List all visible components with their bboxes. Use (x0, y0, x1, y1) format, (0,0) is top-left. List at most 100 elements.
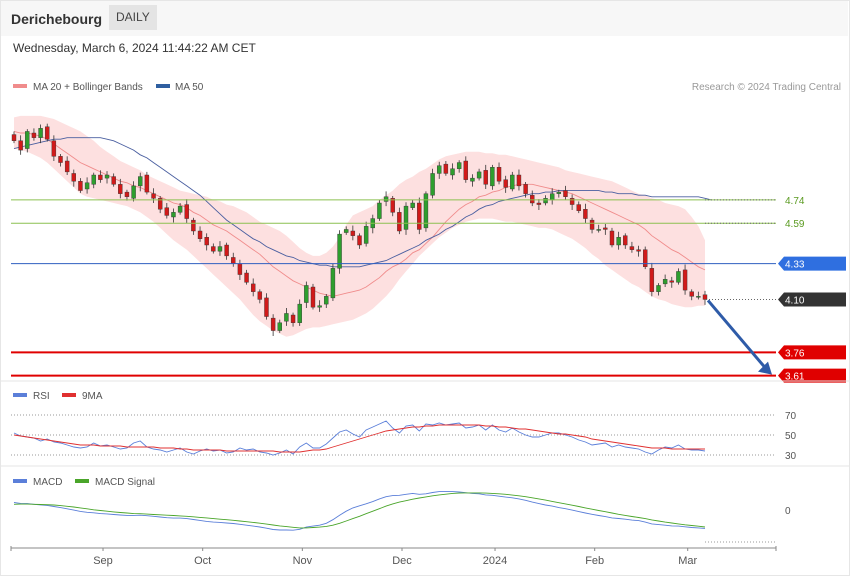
candle-body (310, 286, 316, 308)
candle-body (304, 285, 309, 303)
interval-badge[interactable]: DAILY (109, 5, 157, 30)
support-tag (778, 368, 846, 383)
candle-body (164, 207, 170, 216)
candle-body (476, 171, 482, 179)
support-tag (778, 345, 846, 360)
candle-body (277, 322, 282, 331)
macd-legend-label: MACD (33, 477, 62, 488)
candle-body (84, 182, 90, 190)
candle-body (503, 179, 508, 188)
candle-body (71, 173, 76, 182)
candle-body (337, 233, 342, 269)
pivot-label: 4.33 (785, 260, 805, 271)
instrument-title: Derichebourg (11, 11, 103, 27)
candle-body (217, 246, 223, 252)
candle-body (237, 263, 243, 275)
candle-body (357, 235, 362, 246)
timestamp: Wednesday, March 6, 2024 11:44:22 AM CET (13, 41, 256, 55)
rsi-legend-swatch (13, 393, 27, 397)
candle-body (58, 156, 63, 163)
candle-body (390, 198, 395, 213)
x-axis-tick-label: Nov (293, 555, 313, 567)
candle-body (443, 163, 449, 174)
research-credit: Research © 2024 Trading Central (692, 82, 841, 93)
candle-body (191, 219, 196, 232)
macd-legend: MACD MACD Signal (13, 477, 155, 488)
candle-body (490, 167, 495, 187)
candle-body (18, 140, 23, 151)
candle-body (51, 140, 57, 157)
price-plot-area (11, 115, 712, 337)
candle-body (397, 212, 402, 232)
ma20-line (13, 130, 706, 297)
candle-body (224, 244, 229, 257)
candle-body (104, 174, 110, 179)
candle-body (616, 237, 621, 246)
candle-body (676, 271, 681, 283)
candle-body (530, 195, 535, 204)
candle-body (264, 297, 269, 317)
x-axis: Sep Oct Nov Dec 2024 Feb Mar (10, 546, 777, 567)
candle-body (456, 162, 462, 169)
candle-body (151, 193, 156, 199)
forecast-arrow-head (758, 361, 772, 375)
candle-body (589, 219, 595, 230)
candle-body (656, 285, 661, 292)
x-axis-tick-label: 2024 (483, 555, 507, 567)
candle-body (543, 198, 548, 204)
candle-body (510, 174, 515, 190)
candle-body (38, 128, 43, 138)
macd-signal-legend-label: MACD Signal (95, 477, 155, 488)
candle-body (98, 174, 103, 180)
candle-body (450, 168, 455, 176)
candle-body (25, 131, 30, 149)
candle-body (437, 165, 442, 174)
candle-body (297, 303, 302, 323)
candle-body (78, 181, 83, 191)
candle-body (91, 174, 96, 185)
resistance-label: 4.74 (785, 196, 805, 207)
candle-body (563, 190, 568, 197)
candle-body (383, 196, 389, 202)
rsi-ma-line (13, 424, 705, 453)
last-price-tag (778, 292, 846, 307)
support-label: 3.76 (785, 348, 805, 359)
candle-body (403, 205, 409, 230)
rsi-tick-label: 50 (785, 431, 797, 442)
macd-signal-line (13, 492, 706, 529)
ma50-legend-swatch (156, 84, 170, 88)
candle-body (649, 268, 655, 292)
candle-body (556, 191, 562, 194)
candle-body (470, 177, 475, 182)
candle-body (669, 280, 674, 283)
candle-body (257, 291, 263, 300)
candle-body (270, 317, 276, 331)
candle-body (636, 249, 641, 252)
candle-body (682, 269, 688, 291)
candle-body (583, 209, 588, 219)
candle-body (177, 205, 183, 213)
candle-body (144, 174, 150, 193)
x-axis-tick-label: Oct (194, 555, 211, 567)
macd-signal-legend-swatch (75, 479, 89, 483)
candle-body (496, 167, 502, 182)
candle-body (197, 230, 203, 239)
candle-body (377, 202, 382, 219)
candle-body (696, 296, 701, 298)
candle-body (596, 229, 601, 231)
x-axis-tick-label: Feb (585, 555, 604, 567)
ma20-legend-swatch (13, 84, 27, 88)
candle-body (231, 257, 236, 264)
candle-body (463, 160, 469, 180)
candle-body (629, 246, 635, 250)
candle-body (344, 229, 349, 233)
candle-body (138, 176, 143, 187)
rsi-line (13, 420, 706, 456)
candle-body (324, 296, 329, 305)
candle-body (244, 272, 249, 283)
candle-body (64, 160, 70, 173)
candle-body (131, 185, 136, 199)
candle-body (171, 212, 176, 218)
candle-body (31, 132, 37, 138)
